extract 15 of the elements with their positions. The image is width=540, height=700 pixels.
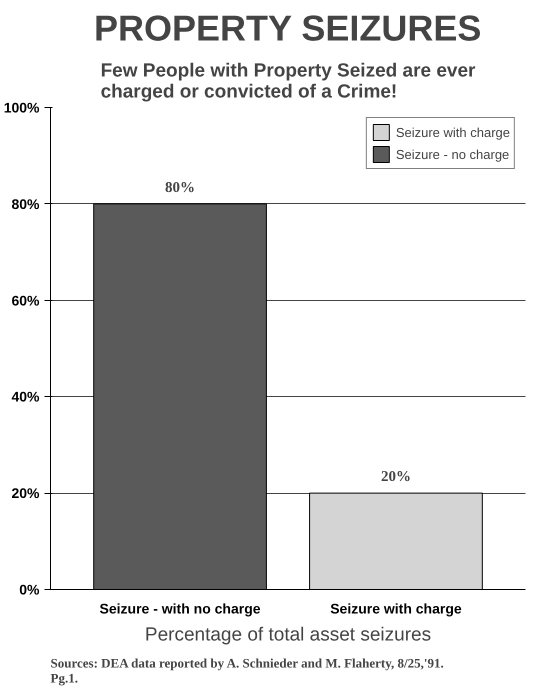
data-label: 20% [380,469,411,486]
y-tick-label: 20% [11,485,40,502]
y-tick-label: 0% [19,582,40,598]
chart-title: PROPERTY SEIZURES [94,8,482,48]
x-tick-label: Seizure - with no charge [100,600,261,616]
y-tick-label: 40% [11,388,40,405]
x-axis-title: Percentage of total asset seizures [144,624,432,646]
y-tick-label: 60% [11,292,40,308]
y-tick-label: 80% [11,196,40,212]
source-note: Sources: DEA data reported by A. Schnieder and M. Flaherty, 8/25,'91. Pg.1. [50,656,444,686]
legend-label: Seizure - no charge [396,146,510,162]
chart-subtitle: Few People with Property Seized are ever charged or convicted of a Crime! [100,60,476,102]
legend-label: Seizure with charge [396,124,510,140]
data-label: 80% [165,180,196,196]
y-tick-label: 100% [4,100,40,116]
